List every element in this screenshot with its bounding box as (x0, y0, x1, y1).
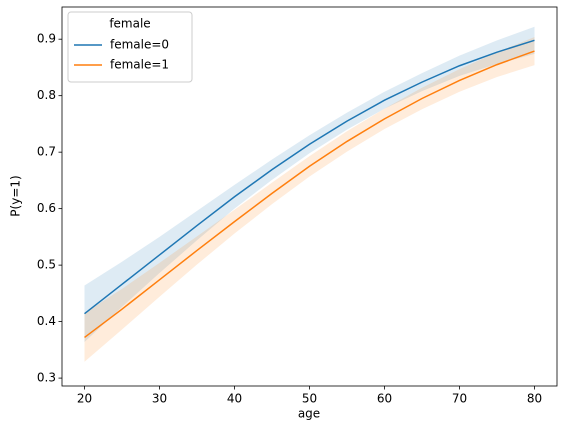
y-tick-label: 0.4 (37, 314, 56, 328)
x-tick-label: 70 (452, 392, 467, 406)
x-tick-label: 40 (227, 392, 242, 406)
line (84, 39, 535, 315)
x-tick-label: 60 (377, 392, 392, 406)
confidence-band (84, 26, 535, 342)
x-tick-label: 30 (152, 392, 167, 406)
x-tick-label: 50 (302, 392, 317, 406)
legend: female female=0 female=1 (67, 11, 193, 83)
x-tick-label: 80 (527, 392, 542, 406)
legend-title: female (109, 17, 150, 31)
y-tick-label: 0.6 (37, 201, 56, 215)
legend-label: female=1 (110, 58, 169, 72)
y-tick-label: 0.5 (37, 258, 56, 272)
y-axis-label: P(y=1) (9, 175, 23, 216)
line (84, 50, 535, 339)
y-tick-label: 0.3 (37, 371, 56, 385)
y-tick-label: 0.7 (37, 145, 56, 159)
x-axis-label: age (298, 407, 320, 421)
x-tick-label: 20 (77, 392, 92, 406)
y-tick-label: 0.9 (37, 32, 56, 46)
legend-label: female=0 (110, 38, 169, 52)
confidence-band (84, 36, 535, 362)
y-tick-label: 0.8 (37, 88, 56, 102)
